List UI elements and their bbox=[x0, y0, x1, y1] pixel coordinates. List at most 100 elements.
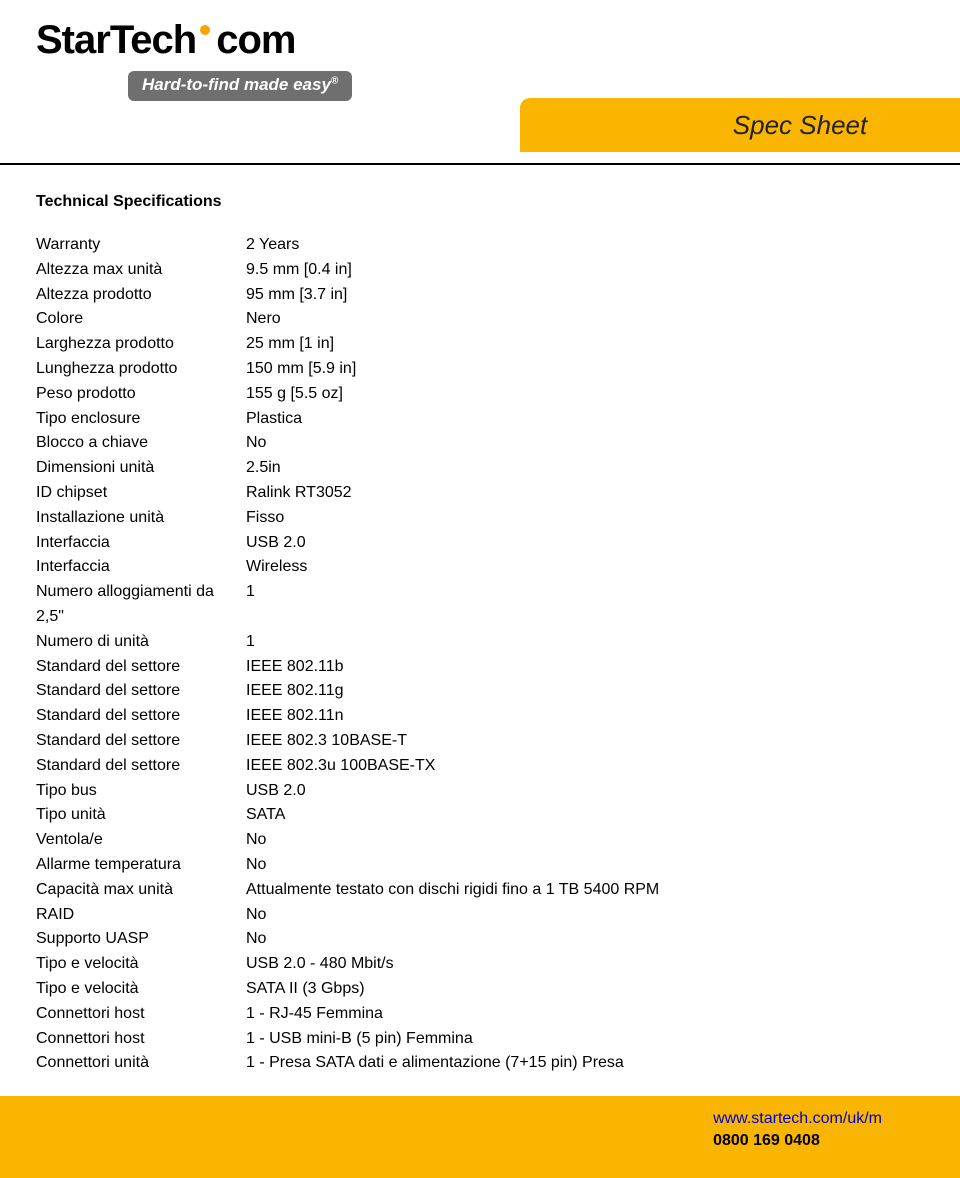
spec-value: USB 2.0 - 480 Mbit/s bbox=[246, 952, 924, 977]
spec-row: Tipo e velocitàUSB 2.0 - 480 Mbit/s bbox=[36, 952, 924, 977]
spec-value: 1 bbox=[246, 630, 924, 655]
footer-bar: www.startech.com/uk/m 0800 169 0408 bbox=[0, 1096, 960, 1178]
spec-value: 95 mm [3.7 in] bbox=[246, 283, 924, 308]
spec-value: 9.5 mm [0.4 in] bbox=[246, 258, 924, 283]
spec-row: ID chipsetRalink RT3052 bbox=[36, 481, 924, 506]
spec-value: Nero bbox=[246, 307, 924, 332]
spec-label: Tipo e velocità bbox=[36, 952, 246, 977]
spec-label: Connettori unità bbox=[36, 1051, 246, 1076]
spec-label: RAID bbox=[36, 903, 246, 928]
spec-label: Standard del settore bbox=[36, 679, 246, 704]
spec-value: IEEE 802.11g bbox=[246, 679, 924, 704]
page-header: StarTech com Hard-to-find made easy® Spec… bbox=[0, 0, 960, 165]
spec-value: IEEE 802.3 10BASE-T bbox=[246, 729, 924, 754]
logo-right: com bbox=[216, 18, 295, 63]
spec-value: USB 2.0 bbox=[246, 779, 924, 804]
spec-value: 1 - USB mini-B (5 pin) Femmina bbox=[246, 1027, 924, 1052]
spec-value: 2.5in bbox=[246, 456, 924, 481]
spec-label: Dimensioni unità bbox=[36, 456, 246, 481]
spec-label: Colore bbox=[36, 307, 246, 332]
logo-left: StarTech bbox=[36, 18, 196, 63]
spec-value: IEEE 802.11n bbox=[246, 704, 924, 729]
spec-sheet-tab: Spec Sheet bbox=[520, 98, 960, 152]
spec-row: Installazione unitàFisso bbox=[36, 506, 924, 531]
spec-value: Ralink RT3052 bbox=[246, 481, 924, 506]
spec-label: Larghezza prodotto bbox=[36, 332, 246, 357]
spec-row: Larghezza prodotto25 mm [1 in] bbox=[36, 332, 924, 357]
footer-phone: 0800 169 0408 bbox=[713, 1130, 882, 1152]
spec-value: 25 mm [1 in] bbox=[246, 332, 924, 357]
spec-row: Connettori unità1 - Presa SATA dati e al… bbox=[36, 1051, 924, 1076]
spec-row: Warranty2 Years bbox=[36, 233, 924, 258]
spec-value: USB 2.0 bbox=[246, 531, 924, 556]
spec-row: Tipo enclosurePlastica bbox=[36, 407, 924, 432]
spec-value: 1 bbox=[246, 580, 924, 630]
spec-value: SATA II (3 Gbps) bbox=[246, 977, 924, 1002]
spec-value: No bbox=[246, 927, 924, 952]
spec-row: Lunghezza prodotto150 mm [5.9 in] bbox=[36, 357, 924, 382]
spec-value: 1 - Presa SATA dati e alimentazione (7+1… bbox=[246, 1051, 924, 1076]
spec-row: Standard del settoreIEEE 802.3 10BASE-T bbox=[36, 729, 924, 754]
spec-row: Altezza prodotto95 mm [3.7 in] bbox=[36, 283, 924, 308]
spec-value: Plastica bbox=[246, 407, 924, 432]
spec-label: Capacità max unità bbox=[36, 878, 246, 903]
spec-label: Interfaccia bbox=[36, 555, 246, 580]
tagline: Hard-to-find made easy® bbox=[128, 71, 352, 101]
spec-row: Tipo e velocitàSATA II (3 Gbps) bbox=[36, 977, 924, 1002]
spec-value: No bbox=[246, 853, 924, 878]
spec-label: Allarme temperatura bbox=[36, 853, 246, 878]
spec-row: Numero alloggiamenti da 2,5"1 bbox=[36, 580, 924, 630]
spec-row: Standard del settoreIEEE 802.3u 100BASE-… bbox=[36, 754, 924, 779]
spec-label: Peso prodotto bbox=[36, 382, 246, 407]
spec-label: Installazione unità bbox=[36, 506, 246, 531]
footer-url: www.startech.com/uk/m bbox=[713, 1108, 882, 1130]
spec-row: Standard del settoreIEEE 802.11n bbox=[36, 704, 924, 729]
spec-value: No bbox=[246, 431, 924, 456]
spec-row: Dimensioni unità2.5in bbox=[36, 456, 924, 481]
spec-row: Allarme temperaturaNo bbox=[36, 853, 924, 878]
spec-label: Connettori host bbox=[36, 1027, 246, 1052]
specifications-table: Warranty2 YearsAltezza max unità9.5 mm [… bbox=[36, 233, 924, 1076]
spec-label: Tipo unità bbox=[36, 803, 246, 828]
spec-row: Connettori host1 - USB mini-B (5 pin) Fe… bbox=[36, 1027, 924, 1052]
spec-label: Blocco a chiave bbox=[36, 431, 246, 456]
spec-value: Wireless bbox=[246, 555, 924, 580]
spec-value: 155 g [5.5 oz] bbox=[246, 382, 924, 407]
spec-label: Altezza max unità bbox=[36, 258, 246, 283]
spec-label: Numero alloggiamenti da 2,5" bbox=[36, 580, 246, 630]
spec-value: Fisso bbox=[246, 506, 924, 531]
spec-label: Standard del settore bbox=[36, 704, 246, 729]
spec-label: Supporto UASP bbox=[36, 927, 246, 952]
spec-row: InterfacciaWireless bbox=[36, 555, 924, 580]
spec-label: Tipo e velocità bbox=[36, 977, 246, 1002]
spec-label: Lunghezza prodotto bbox=[36, 357, 246, 382]
spec-value: No bbox=[246, 828, 924, 853]
spec-label: Standard del settore bbox=[36, 754, 246, 779]
spec-row: RAIDNo bbox=[36, 903, 924, 928]
section-title: Technical Specifications bbox=[36, 193, 924, 211]
logo-block: StarTech com Hard-to-find made easy® bbox=[0, 0, 960, 101]
spec-value: IEEE 802.11b bbox=[246, 655, 924, 680]
spec-row: Supporto UASPNo bbox=[36, 927, 924, 952]
spec-label: Numero di unità bbox=[36, 630, 246, 655]
brand-logo: StarTech com bbox=[36, 18, 960, 63]
spec-tab-label: Spec Sheet bbox=[613, 110, 867, 141]
spec-row: ColoreNero bbox=[36, 307, 924, 332]
spec-label: Tipo bus bbox=[36, 779, 246, 804]
tagline-mark: ® bbox=[331, 75, 338, 86]
spec-value: No bbox=[246, 903, 924, 928]
spec-row: Peso prodotto155 g [5.5 oz] bbox=[36, 382, 924, 407]
spec-row: InterfacciaUSB 2.0 bbox=[36, 531, 924, 556]
spec-row: Tipo unitàSATA bbox=[36, 803, 924, 828]
spec-value: 1 - RJ-45 Femmina bbox=[246, 1002, 924, 1027]
spec-row: Tipo busUSB 2.0 bbox=[36, 779, 924, 804]
spec-label: Standard del settore bbox=[36, 729, 246, 754]
spec-label: Standard del settore bbox=[36, 655, 246, 680]
logo-dot-icon bbox=[196, 18, 216, 63]
spec-value: 150 mm [5.9 in] bbox=[246, 357, 924, 382]
tagline-text: Hard-to-find made easy bbox=[142, 75, 331, 94]
spec-row: Capacità max unitàAttualmente testato co… bbox=[36, 878, 924, 903]
spec-label: Tipo enclosure bbox=[36, 407, 246, 432]
spec-row: Altezza max unità9.5 mm [0.4 in] bbox=[36, 258, 924, 283]
spec-label: Altezza prodotto bbox=[36, 283, 246, 308]
